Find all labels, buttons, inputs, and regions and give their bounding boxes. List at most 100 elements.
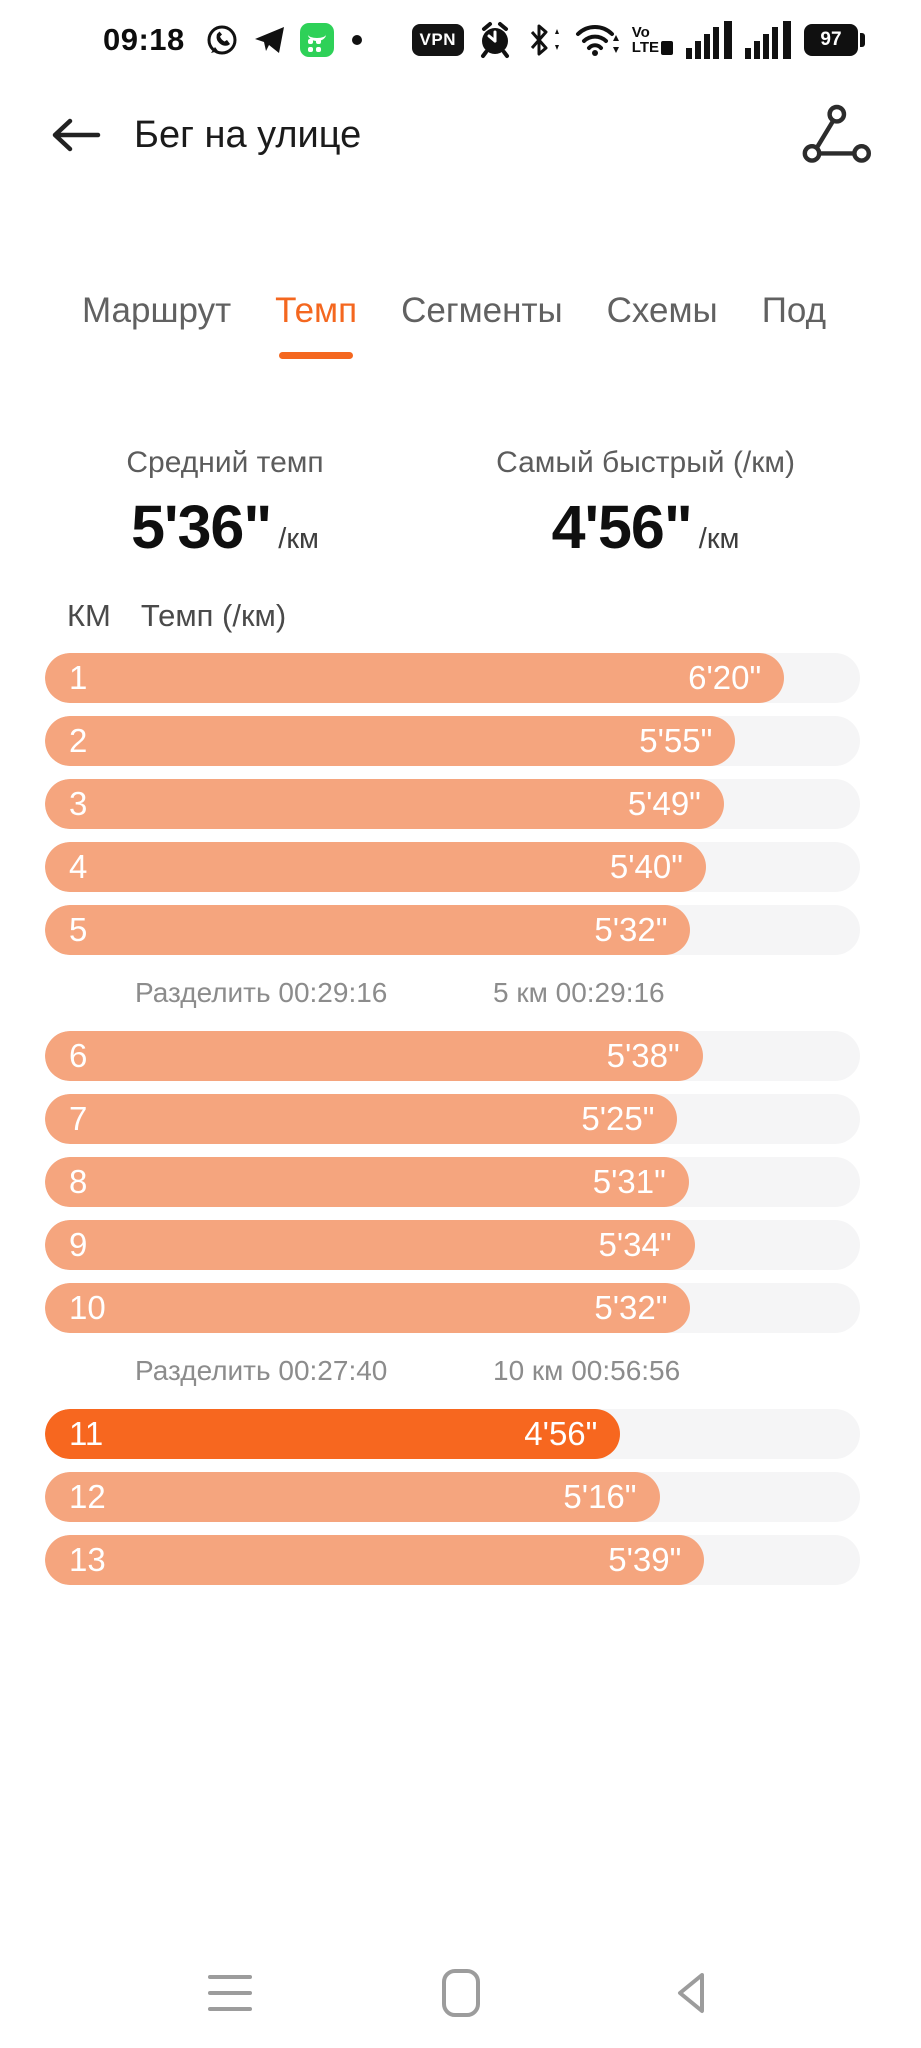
split-cumulative: 5 км 00:29:16 xyxy=(493,977,665,1008)
pace-bar-track: 12 5'16" xyxy=(45,1472,860,1522)
split-cumulative: 10 км 00:56:56 xyxy=(493,1355,681,1386)
messenger-app-icon xyxy=(299,23,334,57)
pace-bar: 6 5'38" xyxy=(45,1031,703,1081)
tab-bar: Маршрут Темп Сегменты Схемы Под xyxy=(0,291,921,361)
back-icon[interactable] xyxy=(671,1970,711,2016)
pace-value-label: 6'20" xyxy=(688,659,762,696)
pace-bar: 12 5'16" xyxy=(45,1472,660,1522)
pace-value-label: 5'34" xyxy=(598,1226,672,1263)
km-label: 11 xyxy=(69,1415,104,1452)
alarm-icon xyxy=(480,22,509,58)
pace-bar-track: 10 5'32" xyxy=(45,1283,860,1333)
pace-value-label: 5'55" xyxy=(639,722,713,759)
pace-bar-track: 3 5'49" xyxy=(45,779,860,829)
bluetooth-icon xyxy=(530,24,559,56)
status-bar: 09:18 VPN xyxy=(0,16,921,64)
pace-value-label: 5'31" xyxy=(592,1163,666,1200)
tab-сегменты[interactable]: Сегменты xyxy=(401,291,563,330)
wifi-icon xyxy=(575,24,619,56)
km-label: 9 xyxy=(69,1226,88,1263)
pace-bar-track: 6 5'38" xyxy=(45,1031,860,1081)
recents-icon[interactable] xyxy=(208,1975,253,2011)
pace-value-label: 5'32" xyxy=(594,1289,668,1326)
tab-под[interactable]: Под xyxy=(761,291,826,330)
telegram-icon xyxy=(254,27,284,53)
pace-bar: 2 5'55" xyxy=(45,716,736,766)
volte-icon: Vo LTE xyxy=(632,25,673,55)
pace-bar-track: 4 5'40" xyxy=(45,842,860,892)
tab-схемы[interactable]: Схемы xyxy=(606,291,718,330)
pace-bar-fastest: 11 4'56" xyxy=(45,1409,621,1459)
back-arrow-icon xyxy=(52,118,101,152)
pace-bar-track: 8 5'31" xyxy=(45,1157,860,1207)
vpn-badge: VPN xyxy=(411,24,464,56)
android-nav-bar xyxy=(0,1938,921,2048)
pace-bar-track: 2 5'55" xyxy=(45,716,860,766)
header: Бег на улице xyxy=(0,96,921,174)
signal-bars-sim1 xyxy=(686,21,732,59)
pace-bar: 7 5'25" xyxy=(45,1094,678,1144)
column-header-km: КМ xyxy=(67,598,111,633)
pace-value-label: 5'16" xyxy=(563,1478,637,1515)
pace-bar: 4 5'40" xyxy=(45,842,706,892)
pace-value-label: 5'25" xyxy=(581,1100,655,1137)
back-button[interactable] xyxy=(48,115,104,155)
km-label: 13 xyxy=(69,1541,106,1578)
stat-value-row: 4'56"/км xyxy=(410,492,881,562)
km-label: 8 xyxy=(69,1163,88,1200)
clock-time: 09:18 xyxy=(103,22,185,57)
pace-bar-track: 11 4'56" xyxy=(45,1409,860,1459)
share-route-icon xyxy=(802,104,871,163)
pace-bar: 9 5'34" xyxy=(45,1220,695,1270)
stat-unit: /км xyxy=(698,523,740,555)
home-icon[interactable] xyxy=(441,1969,480,2017)
pace-value-label: 5'32" xyxy=(594,911,668,948)
pace-bar: 10 5'32" xyxy=(45,1283,691,1333)
whatsapp-icon xyxy=(207,25,237,55)
pace-value-label: 5'49" xyxy=(627,785,701,822)
pace-value-label: 4'56" xyxy=(524,1415,598,1452)
stat-label: Средний темп xyxy=(126,446,324,479)
status-bar-left: 09:18 xyxy=(103,22,362,58)
split-duration: Разделить 00:27:40 xyxy=(135,1355,388,1386)
average-pace-stat: Средний темп 5'36"/км xyxy=(40,446,410,562)
pace-summary: Средний темп 5'36"/км Самый быстрый (/км) 4… xyxy=(0,446,921,562)
pace-bar-track: 13 5'39" xyxy=(45,1535,860,1585)
notification-dot xyxy=(351,35,362,45)
fastest-pace-stat: Самый быстрый (/км) 4'56"/км xyxy=(410,446,881,562)
split-row: Разделить 00:29:16 5 км 00:29:16 xyxy=(45,968,860,1018)
stat-value-row: 5'36"/км xyxy=(40,492,410,562)
pace-bar: 8 5'31" xyxy=(45,1157,689,1207)
table-header: КМ Темп (/км) xyxy=(67,598,286,634)
km-label: 2 xyxy=(69,722,88,759)
battery-percent: 97 xyxy=(804,24,858,56)
km-label: 1 xyxy=(69,659,88,696)
km-label: 10 xyxy=(69,1289,106,1326)
km-label: 4 xyxy=(69,848,88,885)
column-header-pace: Темп (/км) xyxy=(140,598,287,633)
stat-label: Самый быстрый (/км) xyxy=(496,446,795,479)
pace-value-label: 5'39" xyxy=(608,1541,682,1578)
pace-list: 1 6'20" 2 5'55" 3 5'49" 4 5'40" 5 5'32" Разделить … xyxy=(0,653,921,1598)
tab-темп[interactable]: Темп xyxy=(275,291,357,361)
km-label: 5 xyxy=(69,911,88,948)
tab-маршрут[interactable]: Маршрут xyxy=(82,291,232,330)
page-title: Бег на улице xyxy=(134,113,362,156)
status-bar-right: VPN xyxy=(411,21,865,59)
pace-bar-track: 9 5'34" xyxy=(45,1220,860,1270)
pace-bar-track: 1 6'20" xyxy=(45,653,860,703)
pace-bar: 1 6'20" xyxy=(45,653,785,703)
pace-value-label: 5'40" xyxy=(609,848,683,885)
km-label: 6 xyxy=(69,1037,88,1074)
stat-value: 4'56" xyxy=(551,493,693,561)
km-label: 3 xyxy=(69,785,88,822)
km-label: 12 xyxy=(69,1478,106,1515)
pace-bar: 3 5'49" xyxy=(45,779,724,829)
pace-value-label: 5'38" xyxy=(606,1037,680,1074)
pace-bar-track: 7 5'25" xyxy=(45,1094,860,1144)
split-row: Разделить 00:27:40 10 км 00:56:56 xyxy=(45,1346,860,1396)
share-button[interactable] xyxy=(799,101,873,169)
pace-bar: 13 5'39" xyxy=(45,1535,705,1585)
km-label: 7 xyxy=(69,1100,88,1137)
